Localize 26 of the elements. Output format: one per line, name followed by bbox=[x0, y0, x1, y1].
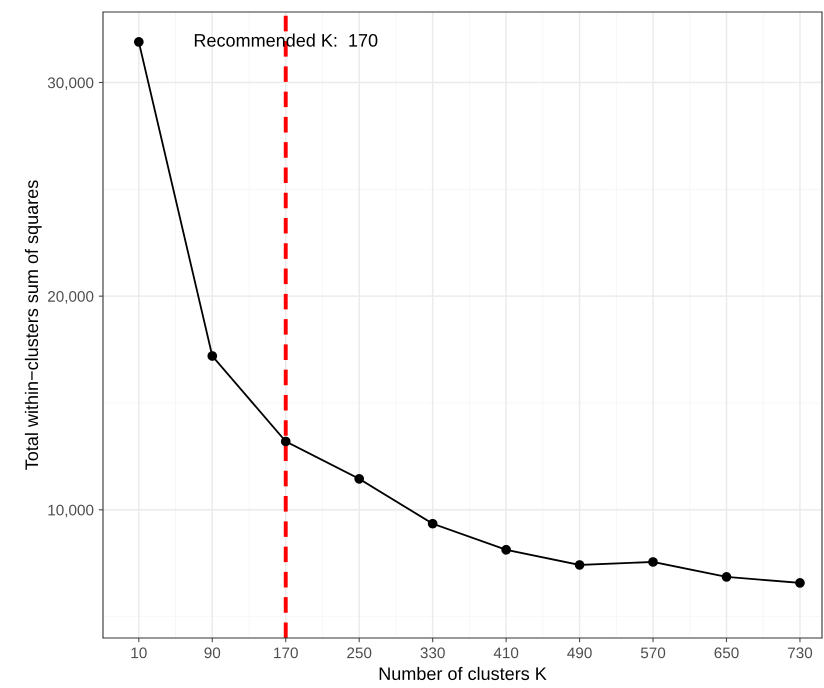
x-tick-label: 570 bbox=[640, 647, 666, 658]
point bbox=[207, 351, 218, 361]
y-tick-label: 20,000 bbox=[48, 291, 94, 304]
point bbox=[574, 560, 584, 570]
x-tick-label: 250 bbox=[347, 647, 372, 658]
point bbox=[428, 518, 438, 529]
point bbox=[648, 557, 658, 567]
ref-line-label: Recommended K: 170 bbox=[194, 33, 378, 47]
point bbox=[722, 572, 732, 582]
y-tick-label: 10,000 bbox=[48, 504, 94, 518]
point bbox=[354, 474, 364, 484]
x-tick-label: 90 bbox=[204, 647, 220, 658]
x-tick-label: 170 bbox=[274, 647, 298, 658]
x-axis-title: Number of clusters K bbox=[380, 666, 547, 680]
x-tick-label: 490 bbox=[567, 647, 592, 658]
x-tick-label: 330 bbox=[420, 647, 445, 658]
point bbox=[501, 544, 511, 555]
x-tick-label: 10 bbox=[131, 647, 147, 658]
x-tick-label: 410 bbox=[494, 647, 518, 658]
point bbox=[134, 37, 144, 47]
x-tick-label: 730 bbox=[788, 647, 812, 658]
y-tick-label: 30,000 bbox=[48, 77, 94, 90]
y-axis-title: Total within−clusters sum of squares bbox=[24, 180, 42, 470]
x-tick-label: 650 bbox=[714, 647, 739, 658]
point bbox=[795, 578, 805, 588]
point bbox=[280, 436, 291, 446]
